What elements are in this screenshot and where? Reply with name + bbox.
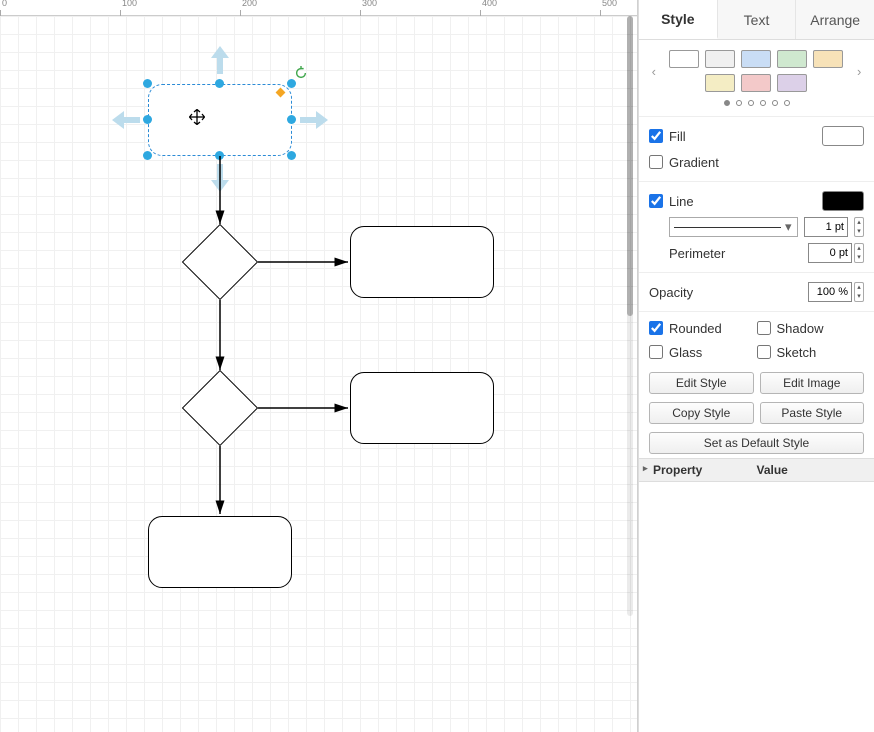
property-column-header: Property	[639, 463, 757, 477]
color-swatch[interactable]	[777, 50, 807, 68]
perimeter-label: Perimeter	[669, 246, 725, 261]
color-swatch[interactable]	[669, 50, 699, 68]
paste-style-button[interactable]: Paste Style	[760, 402, 865, 424]
canvas-grid[interactable]	[0, 16, 637, 732]
page-dot[interactable]	[784, 100, 790, 106]
page-dot[interactable]	[736, 100, 742, 106]
color-swatch[interactable]	[741, 74, 771, 92]
perimeter-input[interactable]	[808, 243, 852, 263]
fill-color-well[interactable]	[822, 126, 864, 146]
opacity-stepper[interactable]: ▴▾	[854, 282, 864, 302]
color-swatch-grid	[669, 50, 845, 92]
line-color-well[interactable]	[822, 191, 864, 211]
line-width-stepper[interactable]: ▴▾	[854, 217, 864, 237]
vertical-scrollbar-thumb[interactable]	[627, 16, 633, 316]
set-default-style-button[interactable]: Set as Default Style	[649, 432, 864, 454]
panel-tabs: Style Text Arrange	[639, 0, 874, 40]
page-dot[interactable]	[724, 100, 730, 106]
page-dot[interactable]	[760, 100, 766, 106]
tab-text[interactable]: Text	[718, 0, 797, 39]
line-style-select[interactable]: ▾	[669, 217, 798, 237]
page-dot[interactable]	[748, 100, 754, 106]
canvas-area[interactable]: 0100200300400500	[0, 0, 638, 732]
value-column-header: Value	[757, 463, 874, 477]
color-swatch[interactable]	[705, 50, 735, 68]
format-panel: Style Text Arrange ‹ › Fill Gradient	[638, 0, 874, 732]
line-label: Line	[669, 194, 694, 209]
swatch-next-icon[interactable]: ›	[852, 64, 866, 79]
color-swatch[interactable]	[777, 74, 807, 92]
opacity-label: Opacity	[649, 285, 693, 300]
perimeter-stepper[interactable]: ▴▾	[854, 243, 864, 263]
gradient-checkbox[interactable]	[649, 155, 663, 169]
property-table-header[interactable]: Property Value	[639, 458, 874, 482]
sketch-checkbox[interactable]	[757, 345, 771, 359]
line-checkbox[interactable]	[649, 194, 663, 208]
page-dot[interactable]	[772, 100, 778, 106]
fill-label: Fill	[669, 129, 686, 144]
swatch-prev-icon[interactable]: ‹	[647, 64, 661, 79]
flowchart-process-shape[interactable]	[350, 372, 494, 444]
flowchart-edges	[0, 16, 638, 732]
rounded-checkbox[interactable]	[649, 321, 663, 335]
opacity-input[interactable]	[808, 282, 852, 302]
color-swatch[interactable]	[705, 74, 735, 92]
ruler-horizontal: 0100200300400500	[0, 0, 637, 16]
edit-image-button[interactable]: Edit Image	[760, 372, 865, 394]
shadow-label: Shadow	[777, 321, 824, 336]
tab-arrange[interactable]: Arrange	[796, 0, 874, 39]
fill-checkbox[interactable]	[649, 129, 663, 143]
gradient-label: Gradient	[669, 155, 719, 170]
edit-style-button[interactable]: Edit Style	[649, 372, 754, 394]
copy-style-button[interactable]: Copy Style	[649, 402, 754, 424]
tab-style[interactable]: Style	[639, 0, 718, 39]
shadow-checkbox[interactable]	[757, 321, 771, 335]
glass-checkbox[interactable]	[649, 345, 663, 359]
sketch-label: Sketch	[777, 345, 817, 360]
swatch-page-dots	[639, 96, 874, 116]
rounded-label: Rounded	[669, 321, 722, 336]
flowchart-process-shape[interactable]	[148, 516, 292, 588]
line-width-input[interactable]	[804, 217, 848, 237]
color-swatch[interactable]	[741, 50, 771, 68]
flowchart-process-shape[interactable]	[350, 226, 494, 298]
glass-label: Glass	[669, 345, 702, 360]
color-swatch[interactable]	[813, 50, 843, 68]
